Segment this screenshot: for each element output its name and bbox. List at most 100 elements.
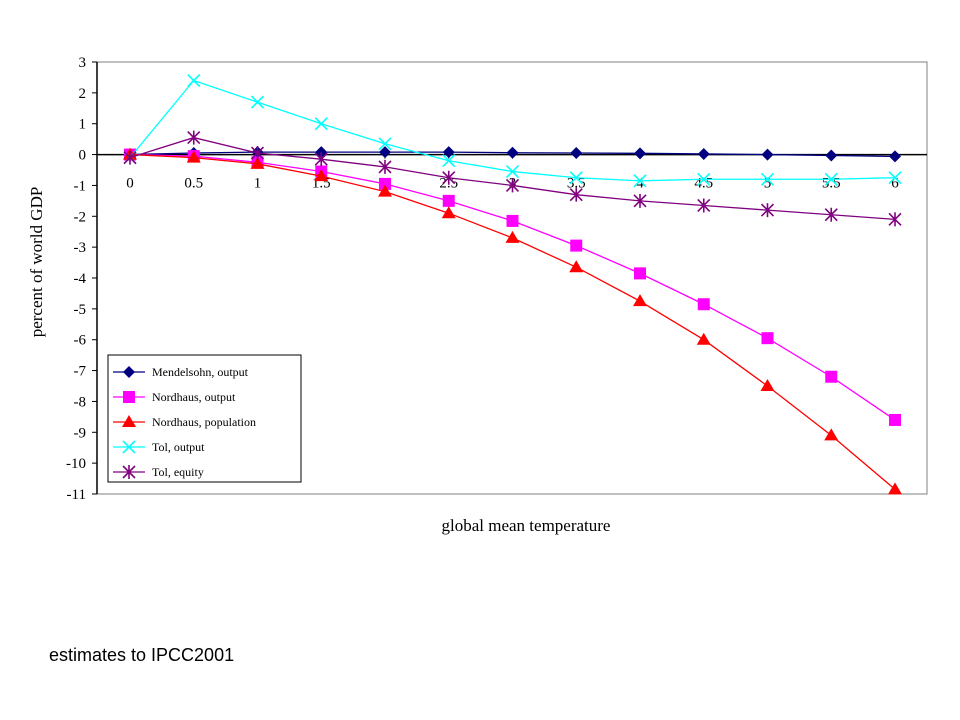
data-point	[186, 150, 201, 163]
data-point	[378, 137, 392, 151]
data-point	[569, 171, 583, 185]
data-point	[442, 146, 455, 159]
y-tick-label: -3	[74, 240, 87, 256]
y-tick-label: 0	[79, 148, 87, 164]
x-tick-label: 5	[764, 176, 772, 192]
data-point	[187, 130, 201, 145]
data-point	[760, 203, 775, 218]
data-point	[697, 298, 710, 311]
x-tick-label: 5.5	[822, 176, 841, 192]
legend-label: Nordhaus, population	[152, 415, 256, 429]
data-point	[123, 150, 137, 165]
y-tick-label: -9	[74, 425, 87, 441]
data-point	[761, 148, 774, 161]
data-point	[889, 413, 901, 426]
data-point	[314, 117, 328, 131]
x-tick-label: 0	[126, 176, 134, 192]
data-point	[634, 147, 646, 160]
data-point	[888, 212, 902, 227]
data-point	[825, 370, 838, 383]
x-axis-label: global mean temperature	[442, 516, 611, 535]
legend-label: Mendelsohn, output	[152, 365, 249, 379]
legend-marker	[122, 415, 136, 427]
data-point	[379, 177, 391, 190]
legend-label: Tol, output	[152, 440, 205, 454]
x-tick-label: 1	[254, 176, 262, 192]
data-point	[633, 174, 647, 188]
data-point	[633, 294, 647, 307]
y-tick-label: -4	[74, 271, 87, 287]
legend-box	[107, 354, 302, 483]
data-point	[697, 147, 710, 160]
data-point	[505, 178, 520, 193]
data-point	[697, 198, 711, 213]
data-point	[824, 172, 838, 186]
data-point	[760, 172, 775, 186]
data-point	[569, 260, 584, 273]
y-tick-label: -8	[74, 394, 87, 410]
data-point	[570, 239, 583, 252]
data-point	[314, 152, 328, 167]
data-point	[824, 428, 839, 441]
data-point	[506, 214, 519, 227]
data-point	[442, 170, 456, 185]
data-point	[250, 146, 265, 161]
data-point	[824, 207, 838, 222]
y-tick-label: 3	[79, 55, 87, 71]
data-point	[378, 184, 392, 197]
x-tick-label: 4	[636, 176, 644, 192]
series-4	[123, 130, 902, 227]
data-point	[187, 73, 201, 88]
data-point	[825, 149, 838, 162]
data-point	[760, 379, 775, 391]
data-point	[889, 150, 901, 163]
y-tick-label: -2	[74, 209, 87, 225]
data-point	[697, 172, 711, 186]
legend-marker	[123, 366, 135, 378]
data-point	[569, 187, 583, 202]
data-point	[441, 206, 456, 219]
data-point	[761, 332, 774, 345]
data-point	[888, 171, 902, 185]
y-tick-label: -7	[74, 364, 87, 380]
legend: Mendelsohn, output Nordhaus, output Nordha…	[107, 354, 302, 483]
data-point	[442, 194, 455, 207]
legend-label: Nordhaus, output	[152, 390, 236, 404]
y-tick-label: -11	[67, 487, 86, 503]
y-tick-label: 1	[79, 117, 87, 133]
data-point	[505, 164, 520, 179]
data-point	[378, 159, 392, 174]
series-3	[123, 73, 902, 188]
series-layer	[123, 73, 902, 495]
data-point	[570, 147, 583, 160]
data-point	[696, 332, 711, 345]
data-point	[250, 156, 265, 169]
data-point	[250, 95, 265, 109]
series-2	[123, 147, 902, 495]
y-tick-label: -5	[74, 302, 87, 318]
x-tick-label: 3.5	[567, 176, 586, 192]
data-point	[442, 154, 456, 168]
y-tick-label: -6	[74, 333, 87, 349]
legend-marker	[123, 391, 135, 403]
data-point	[506, 146, 519, 159]
data-point	[314, 169, 329, 182]
legend-marker	[122, 440, 136, 454]
x-tick-label: 0.5	[184, 176, 203, 192]
x-tick-label: 6	[891, 176, 899, 192]
data-point	[633, 193, 647, 208]
data-point	[379, 146, 391, 159]
data-point	[634, 267, 646, 280]
legend-marker	[122, 465, 136, 479]
y-ticks: 3 2 1 0 -1 -2 -3 -4 -5 -6 -7 -8 -9 -10 -11	[66, 55, 97, 503]
y-axis-label: percent of world GDP	[27, 187, 46, 338]
y-tick-label: -10	[66, 456, 86, 472]
data-point	[888, 482, 902, 495]
x-tick-label: 4.5	[694, 176, 713, 192]
data-point	[505, 230, 520, 243]
caption: estimates to IPCC2001	[49, 645, 235, 665]
y-tick-label: 2	[79, 86, 87, 102]
legend-label: Tol, equity	[152, 465, 204, 479]
y-tick-label: -1	[74, 178, 87, 194]
